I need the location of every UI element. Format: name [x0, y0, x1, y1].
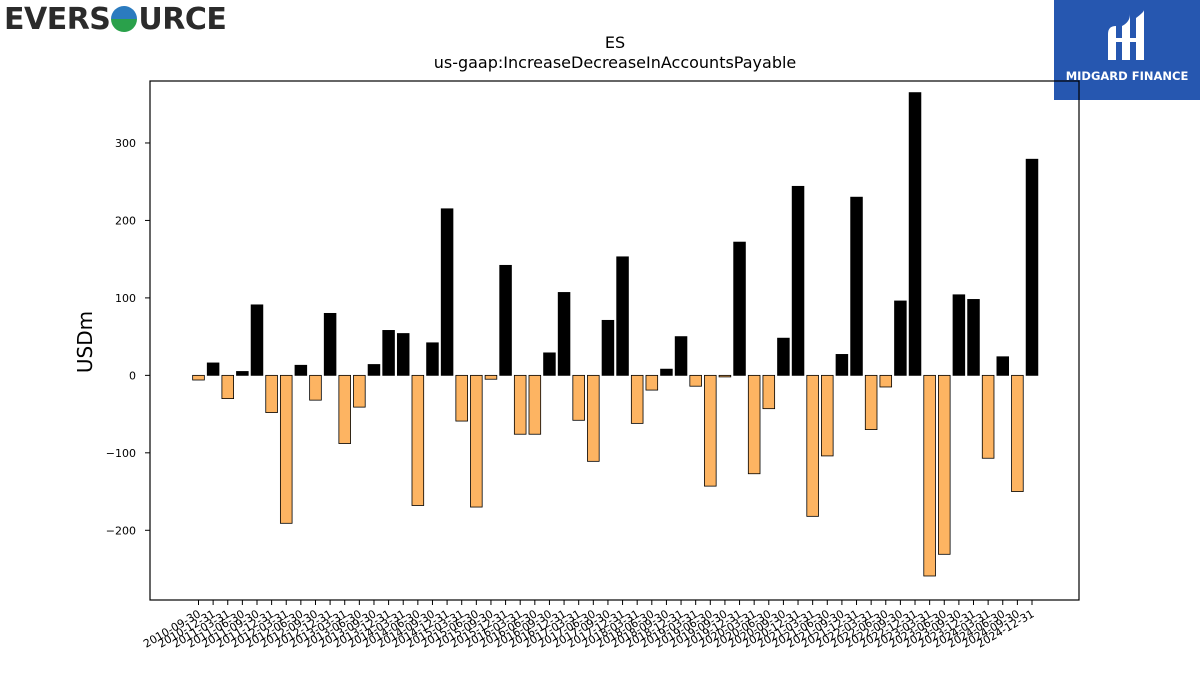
- y-tick-label: −100: [106, 447, 136, 460]
- bar-2015-09-30: [484, 374, 498, 380]
- bar-2016-03-31: [513, 374, 527, 435]
- bar-2015-03-31: [455, 374, 468, 422]
- bar-2017-09-30: [601, 319, 615, 376]
- bar-2013-09-30: [367, 364, 381, 376]
- bar-2018-03-31: [630, 374, 644, 424]
- bar-2015-06-30: [470, 374, 483, 508]
- y-axis: −200 −100 0 100 200 300: [106, 137, 150, 537]
- midgard-finance-logo: MIDGARD FINANCE: [1054, 0, 1200, 100]
- bar-2010-09-30: [192, 374, 205, 381]
- eversource-logo: EVERS URCE: [4, 2, 227, 37]
- bar-2013-06-30: [353, 374, 366, 408]
- y-tick-label: −200: [106, 524, 136, 537]
- bar-2022-12-31: [908, 92, 922, 376]
- bar-2020-12-31: [791, 185, 805, 376]
- bar-2024-03-31: [981, 374, 995, 459]
- bar-2014-03-31: [396, 333, 410, 376]
- bar-2021-06-30: [821, 374, 834, 457]
- bar-2021-03-31: [806, 374, 819, 517]
- bar-2010-12-31: [206, 362, 220, 376]
- y-tick-label: 300: [115, 137, 136, 150]
- bar-2011-06-30: [236, 371, 249, 376]
- bar-2016-09-30: [543, 352, 556, 376]
- logo-globe-icon: [111, 6, 138, 32]
- bar-2016-06-30: [528, 374, 542, 435]
- bar-2012-09-30: [309, 374, 322, 401]
- bar-2022-06-30: [879, 374, 893, 388]
- bar-2021-12-31: [850, 196, 863, 376]
- bar-2012-12-31: [323, 312, 337, 376]
- bar-2012-03-31: [279, 374, 293, 524]
- y-tick-label: 0: [129, 369, 136, 382]
- bar-2013-12-31: [382, 330, 395, 376]
- chart-title: ES: [605, 33, 625, 52]
- bar-2024-06-30: [996, 356, 1010, 376]
- bar-2019-12-31: [733, 241, 746, 376]
- bar-2024-09-30: [1011, 374, 1024, 492]
- bar-2016-12-31: [557, 292, 571, 376]
- y-axis-label: USDm: [73, 311, 97, 373]
- bar-2014-06-30: [411, 374, 425, 506]
- bar-2023-09-30: [952, 294, 966, 376]
- bar-2012-06-30: [294, 364, 308, 376]
- midgard-logo-text: MIDGARD FINANCE: [1065, 69, 1189, 83]
- bar-2013-03-31: [338, 374, 351, 444]
- bars-layer: [192, 92, 1039, 577]
- bar-2018-12-31: [674, 336, 688, 376]
- midgard-mark-icon: [1108, 10, 1144, 60]
- bar-2017-06-30: [587, 374, 600, 462]
- bar-2011-03-31: [221, 374, 234, 399]
- chart-subtitle: us-gaap:IncreaseDecreaseInAccountsPayabl…: [434, 53, 797, 72]
- bar-2020-09-30: [777, 337, 790, 376]
- bar-2018-09-30: [660, 368, 673, 376]
- plot-frame: [149, 80, 1080, 601]
- bar-2017-03-31: [572, 374, 585, 421]
- bar-2024-12-31: [1025, 158, 1039, 376]
- bar-2023-03-31: [923, 374, 936, 577]
- bar-2020-03-31: [747, 374, 761, 475]
- bar-2014-12-31: [440, 208, 454, 376]
- logo-text-pre: EVERS: [4, 2, 111, 37]
- y-tick-label: 200: [115, 214, 136, 227]
- bar-2015-12-31: [499, 264, 512, 376]
- bar-2019-06-30: [704, 374, 717, 487]
- bar-2018-06-30: [645, 374, 659, 391]
- logo-text-post: URCE: [138, 2, 227, 37]
- bar-2022-03-31: [864, 374, 878, 430]
- bar-2017-12-31: [616, 256, 629, 376]
- bar-2020-06-30: [762, 374, 776, 410]
- bar-2014-09-30: [426, 342, 439, 376]
- bar-2019-03-31: [689, 374, 702, 387]
- bar-2021-09-30: [835, 354, 849, 376]
- bar-2023-12-31: [967, 299, 980, 376]
- bar-2011-12-31: [265, 374, 278, 413]
- x-axis: 2010-09-302010-12-312011-03-312011-06-30…: [141, 600, 1037, 651]
- bar-2019-09-30: [718, 374, 732, 378]
- bar-2011-09-30: [250, 304, 264, 376]
- bar-2023-06-30: [938, 374, 951, 555]
- bar-2022-09-30: [894, 300, 907, 376]
- y-tick-label: 100: [115, 292, 136, 305]
